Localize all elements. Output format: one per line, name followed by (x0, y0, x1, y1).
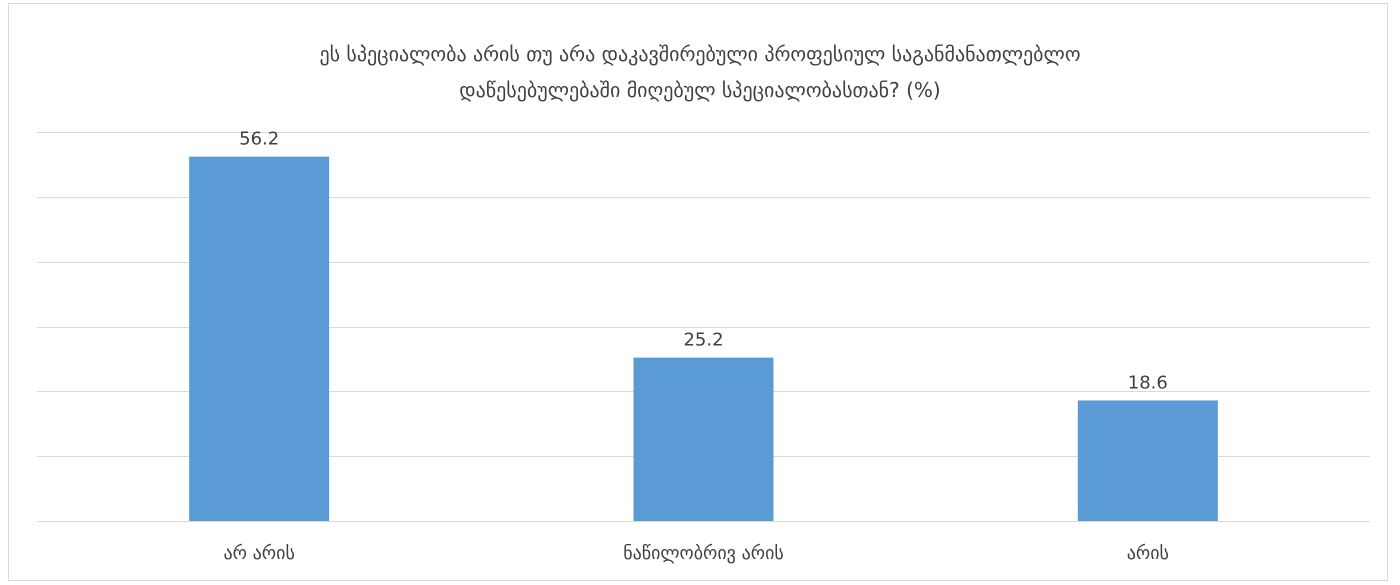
bar (1077, 400, 1218, 521)
category-labels: არ არის ნაწილობრივ არის არის (223, 543, 1168, 564)
chart-title-line-1: ეს სპეციალობა არის თუ არა დაკავშირებული … (319, 42, 1081, 66)
category-label: არ არის (223, 543, 294, 564)
bar (633, 357, 774, 521)
data-label: 56.2 (239, 129, 279, 150)
data-label: 25.2 (683, 330, 723, 351)
data-label: 18.6 (1128, 372, 1168, 393)
category-label: არის (1127, 543, 1169, 564)
data-labels: 56.2 25.2 18.6 (239, 129, 1168, 394)
chart-title-line-2: დაწესებულებაში მიღებულ სპეციალობასთან? (… (459, 78, 941, 102)
chart-title: ეს სპეციალობა არის თუ არა დაკავშირებული … (0, 36, 1400, 108)
bars (189, 156, 1218, 522)
category-label: ნაწილობრივ არის (623, 543, 784, 564)
bar (189, 156, 330, 522)
